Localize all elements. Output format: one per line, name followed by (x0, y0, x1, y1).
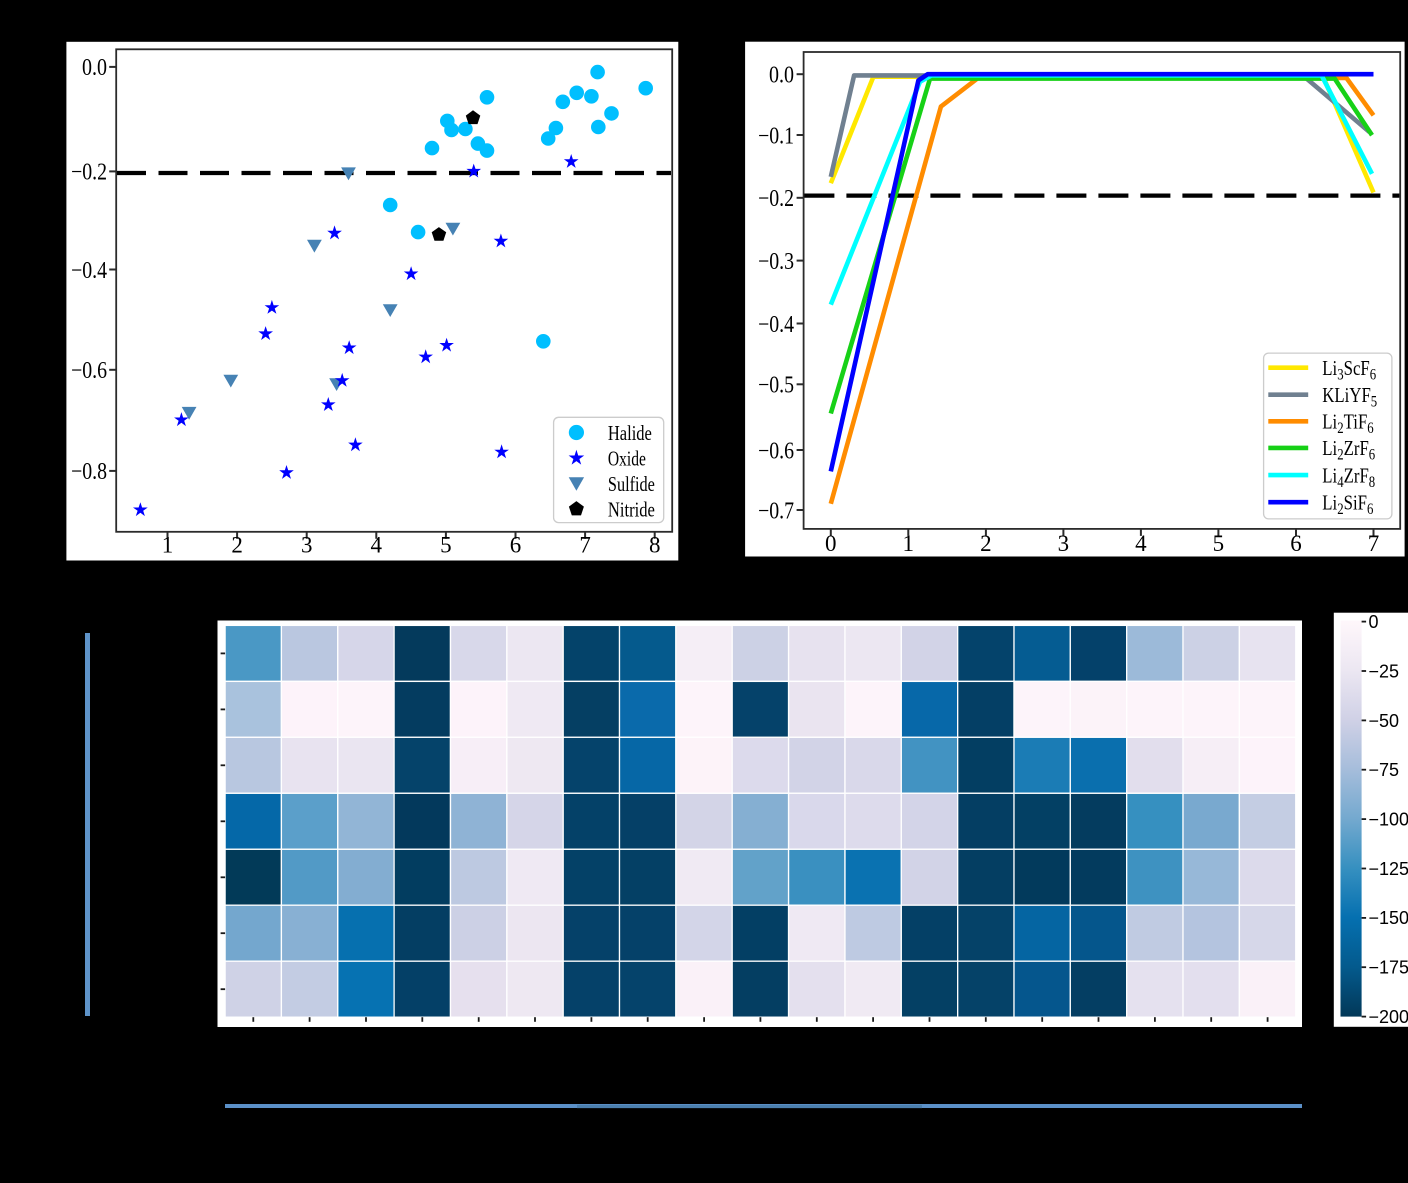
svg-text:3: 3 (301, 533, 313, 558)
svg-text:Halide: Halide (608, 421, 652, 445)
svg-text:Li2TiF6: Li2TiF6 (1322, 411, 1373, 438)
svg-text:KLiYF5: KLiYF5 (1322, 384, 1377, 411)
svg-text:0.0: 0.0 (82, 55, 107, 81)
svg-text:−0.8: −0.8 (71, 459, 107, 485)
svg-text:−0.1: −0.1 (758, 123, 794, 149)
svg-text:−0.4: −0.4 (758, 312, 794, 338)
svg-text:6: 6 (510, 533, 522, 558)
svg-text:−0.6: −0.6 (71, 358, 107, 384)
svg-text:1: 1 (903, 531, 915, 556)
svg-text:7: 7 (579, 533, 591, 558)
svg-text:2: 2 (231, 533, 243, 558)
svg-text:7: 7 (1368, 531, 1380, 556)
svg-text:0: 0 (825, 531, 837, 556)
svg-text:−75: −75 (1369, 760, 1400, 780)
svg-text:0.0: 0.0 (769, 63, 794, 89)
svg-text:4: 4 (1135, 531, 1147, 556)
svg-text:−150: −150 (1369, 908, 1408, 928)
svg-text:−25: −25 (1369, 661, 1400, 681)
svg-text:Li3ScF6: Li3ScF6 (1322, 357, 1376, 384)
svg-text:−50: −50 (1369, 711, 1400, 731)
svg-text:−0.7: −0.7 (758, 498, 794, 524)
svg-text:−100: −100 (1369, 810, 1408, 830)
svg-text:5: 5 (1213, 531, 1225, 556)
svg-text:−0.5: −0.5 (758, 373, 794, 399)
svg-text:3: 3 (1058, 531, 1070, 556)
svg-text:−0.2: −0.2 (758, 186, 794, 212)
svg-text:−175: −175 (1369, 958, 1408, 978)
svg-text:−0.2: −0.2 (71, 160, 107, 186)
svg-text:6: 6 (1290, 531, 1302, 556)
svg-text:2: 2 (980, 531, 992, 556)
svg-text:4: 4 (371, 533, 383, 558)
svg-text:5: 5 (440, 533, 452, 558)
svg-text:Li2ZrF6: Li2ZrF6 (1322, 438, 1375, 465)
svg-text:−125: −125 (1369, 859, 1408, 879)
svg-text:−0.3: −0.3 (758, 249, 794, 275)
svg-text:Nitride: Nitride (608, 497, 655, 521)
svg-text:8: 8 (649, 533, 661, 558)
svg-text:−200: −200 (1369, 1007, 1408, 1027)
svg-text:−0.6: −0.6 (758, 438, 794, 464)
svg-text:Li2SiF6: Li2SiF6 (1322, 492, 1373, 519)
svg-text:Li4ZrF8: Li4ZrF8 (1322, 465, 1375, 492)
svg-text:Sulfide: Sulfide (608, 472, 655, 496)
svg-text:1: 1 (162, 533, 174, 558)
svg-text:−0.4: −0.4 (71, 258, 107, 284)
svg-text:Oxide: Oxide (608, 446, 646, 470)
svg-text:0: 0 (1369, 612, 1379, 632)
